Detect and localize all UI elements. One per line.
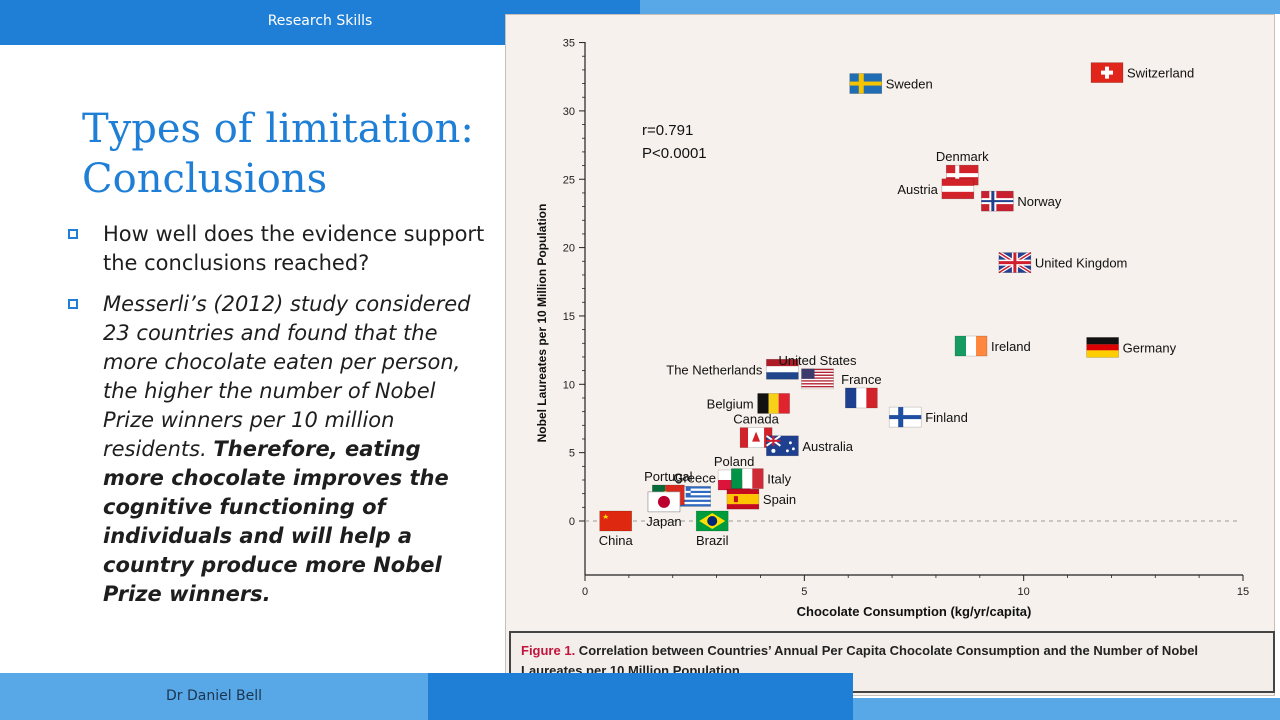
y-tick-label: 30 xyxy=(563,106,575,118)
square-bullet-icon xyxy=(68,299,78,309)
data-point-italy: Italy xyxy=(731,468,792,489)
square-bullet-icon xyxy=(68,229,78,239)
y-tick-label: 20 xyxy=(563,243,575,255)
slide-title: Types of limitation: Conclusions xyxy=(82,104,502,204)
point-label: Australia xyxy=(802,439,853,454)
footer-bar xyxy=(0,673,428,720)
point-label: The Netherlands xyxy=(666,362,763,377)
data-point-brazil: Brazil xyxy=(695,510,729,548)
y-tick-label: 5 xyxy=(569,448,575,460)
x-axis-label: Chocolate Consumption (kg/yr/capita) xyxy=(797,604,1032,619)
point-label: Canada xyxy=(733,412,779,427)
y-tick-label: 25 xyxy=(563,174,575,186)
point-label: Finland xyxy=(925,410,968,425)
data-point-greece: Greece xyxy=(673,470,716,507)
point-label: Austria xyxy=(897,182,938,197)
y-tick-label: 0 xyxy=(569,516,575,528)
point-label: Germany xyxy=(1123,340,1177,355)
x-tick-label: 15 xyxy=(1237,586,1249,598)
data-point-france: France xyxy=(841,372,882,409)
header-bar xyxy=(0,0,505,45)
point-label: Switzerland xyxy=(1127,66,1194,81)
point-label: Japan xyxy=(646,514,681,529)
caption-label: Figure 1. xyxy=(521,643,576,658)
data-point-australia: Australia xyxy=(765,435,854,457)
point-label: Poland xyxy=(714,454,754,469)
bullet-text-emphasis: Therefore, eating more chocolate improve… xyxy=(103,437,449,606)
bullet-item: Messerli’s (2012) study considered 23 co… xyxy=(68,290,488,609)
point-label: France xyxy=(841,372,881,387)
data-point-germany: Germany xyxy=(1086,337,1177,358)
data-point-switzerland: Switzerland xyxy=(1090,62,1194,83)
data-point-usa: United States xyxy=(778,353,857,390)
point-label: Ireland xyxy=(991,339,1031,354)
data-points: Switzerland Sweden Denmark Austria Norway Uni… xyxy=(599,62,1194,548)
data-point-ireland: Ireland xyxy=(954,335,1031,357)
slide-title-line2: Conclusions xyxy=(82,156,328,202)
data-point-uk: United Kingdom xyxy=(997,250,1128,275)
point-label: China xyxy=(599,533,634,548)
point-label: Belgium xyxy=(707,396,754,411)
data-point-austria: Austria xyxy=(897,178,975,200)
y-tick-label: 15 xyxy=(563,311,575,323)
data-point-belgium: Belgium xyxy=(707,393,790,414)
bullet-text-italic: Messerli’s (2012) study considered 23 co… xyxy=(103,292,471,461)
footer-accent-light xyxy=(853,698,1280,720)
data-point-spain: Spain xyxy=(726,488,796,510)
header-accent-light xyxy=(640,0,1280,14)
data-point-norway: Norway xyxy=(981,190,1062,212)
point-label: Brazil xyxy=(696,533,729,548)
data-point-china: China xyxy=(599,510,634,548)
point-label: Sweden xyxy=(886,77,933,92)
bullet-item: How well does the evidence support the c… xyxy=(68,220,488,278)
data-point-sweden: Sweden xyxy=(849,73,933,94)
point-label: Norway xyxy=(1017,194,1062,209)
point-label: Spain xyxy=(763,492,796,507)
footer-accent xyxy=(428,673,853,720)
point-label: Italy xyxy=(767,472,791,487)
header-title: Research Skills xyxy=(267,13,373,29)
chart-figure: 0 5 10 15 20 25 30 35 0 5 10 15 Chocolate Consumptio… xyxy=(505,14,1275,696)
data-point-finland: Finland xyxy=(888,406,968,428)
point-label: Portugal xyxy=(644,469,693,484)
stat-r: r=0.791 xyxy=(642,122,693,139)
point-label: United Kingdom xyxy=(1035,256,1128,271)
y-tick-label: 10 xyxy=(563,379,575,391)
axes: 0 5 10 15 20 25 30 35 0 5 10 15 Chocolate Consumptio… xyxy=(535,38,1249,619)
bullet-list: How well does the evidence support the c… xyxy=(68,220,488,621)
y-axis-label: Nobel Laureates per 10 Million Populatio… xyxy=(535,204,549,443)
data-point-netherlands: The Netherlands xyxy=(666,358,799,380)
footer-author: Dr Daniel Bell xyxy=(165,688,263,704)
slide-title-line1: Types of limitation: xyxy=(82,106,474,152)
data-point-japan: Japan xyxy=(646,491,682,529)
bullet-text: How well does the evidence support the c… xyxy=(103,222,485,275)
scatter-chart: 0 5 10 15 20 25 30 35 0 5 10 15 Chocolate Consumptio… xyxy=(535,38,1249,619)
header-accent xyxy=(505,0,640,14)
stat-p: P<0.0001 xyxy=(642,145,707,162)
x-tick-label: 5 xyxy=(801,586,807,598)
point-label: United States xyxy=(778,353,857,368)
point-label: Greece xyxy=(673,470,716,485)
y-tick-label: 35 xyxy=(563,38,575,50)
point-label: Denmark xyxy=(936,149,989,164)
x-tick-label: 10 xyxy=(1018,586,1030,598)
x-tick-label: 0 xyxy=(582,586,588,598)
